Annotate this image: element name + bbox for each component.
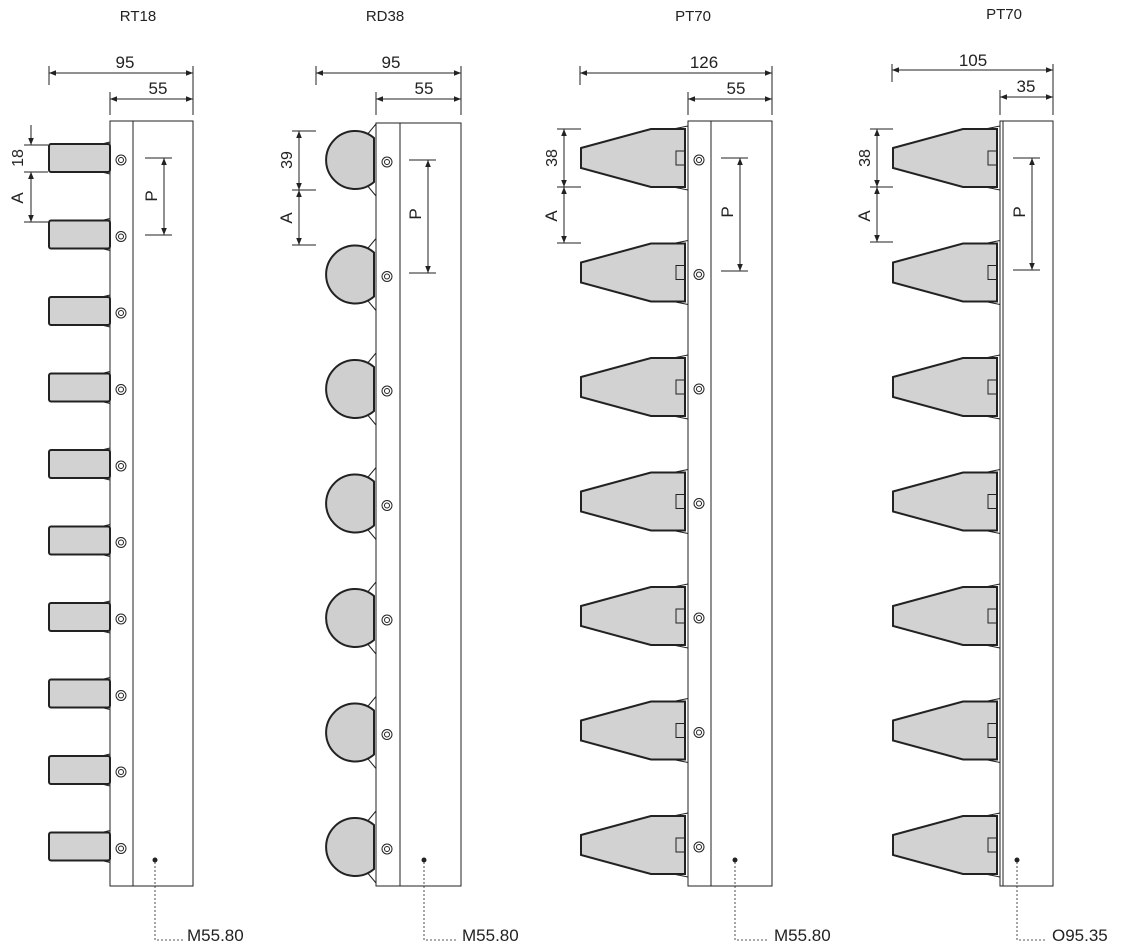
- finger: [581, 355, 704, 419]
- mounting-hole: [382, 272, 392, 282]
- finger: [893, 355, 1000, 419]
- finger: [581, 126, 704, 190]
- finger-row: [581, 126, 704, 877]
- column-pt70-a: 126 55 38 A P M55.80: [542, 53, 831, 945]
- dim-bar-width: 55: [415, 79, 434, 98]
- mounting-hole: [116, 308, 126, 318]
- dim-spacing: A: [855, 210, 874, 222]
- mounting-hole: [116, 614, 126, 624]
- dim-finger-size: 38: [544, 149, 561, 167]
- mounting-hole: [694, 384, 704, 394]
- dim-overall-width: 105: [959, 51, 987, 70]
- column-title-rt18: RT18: [120, 8, 156, 25]
- finger: [581, 813, 704, 877]
- mounting-hole: [694, 613, 704, 623]
- dim-spacing: A: [8, 192, 27, 204]
- dim-pitch: P: [142, 190, 161, 201]
- column-pt70-b: 105 35 38 A P O95.35: [855, 51, 1108, 945]
- dim-spacing: A: [277, 212, 296, 224]
- mounting-hole: [694, 842, 704, 852]
- dim-finger-size: 39: [279, 151, 296, 169]
- dim-overall-width: 95: [382, 53, 401, 72]
- mounting-hole: [382, 615, 392, 625]
- dim-finger-size: 18: [10, 149, 27, 167]
- column-rd38: 95 55 39 A P M55.80: [277, 53, 519, 945]
- column-title-pt70-b: PT70: [986, 6, 1022, 23]
- dim-finger-size: 38: [857, 149, 874, 167]
- dim-pitch: P: [718, 206, 737, 217]
- dim-overall-width: 126: [690, 53, 718, 72]
- mounting-hole: [382, 730, 392, 740]
- dim-pitch: P: [1010, 206, 1029, 217]
- finger-row: [893, 126, 1000, 877]
- mounting-hole: [116, 767, 126, 777]
- finger: [893, 813, 1000, 877]
- column-title-pt70-a: PT70: [675, 8, 711, 25]
- mounting-hole: [382, 386, 392, 396]
- mounting-hole: [116, 232, 126, 242]
- finger: [581, 241, 704, 305]
- dim-bar-width: 35: [1017, 77, 1036, 96]
- part-code: O95.35: [1052, 926, 1108, 945]
- part-code: M55.80: [774, 926, 831, 945]
- dim-pitch: P: [406, 208, 425, 219]
- finger: [893, 126, 1000, 190]
- mounting-hole: [116, 844, 126, 854]
- dim-overall-width: 95: [116, 53, 135, 72]
- column-rt18: 95 55 18 A P M55.80: [8, 53, 244, 945]
- dim-spacing: A: [542, 210, 561, 222]
- mounting-hole: [694, 499, 704, 509]
- mounting-hole: [382, 501, 392, 511]
- mounting-hole: [382, 844, 392, 854]
- mounting-hole: [694, 270, 704, 280]
- mounting-bar: [1000, 121, 1053, 886]
- finger: [581, 470, 704, 534]
- finger: [893, 584, 1000, 648]
- part-code: M55.80: [462, 926, 519, 945]
- finger: [893, 241, 1000, 305]
- column-title-rd38: RD38: [366, 8, 404, 25]
- part-code: M55.80: [187, 926, 244, 945]
- mounting-hole: [382, 157, 392, 167]
- mounting-hole: [694, 155, 704, 165]
- finger: [893, 470, 1000, 534]
- dim-bar-width: 55: [149, 79, 168, 98]
- mounting-hole: [116, 461, 126, 471]
- mounting-hole: [116, 155, 126, 165]
- mounting-hole: [116, 691, 126, 701]
- finger: [893, 699, 1000, 763]
- finger: [581, 584, 704, 648]
- dim-bar-width: 55: [727, 79, 746, 98]
- mounting-hole: [116, 538, 126, 548]
- finger: [581, 699, 704, 763]
- mounting-hole: [694, 728, 704, 738]
- mounting-hole: [116, 385, 126, 395]
